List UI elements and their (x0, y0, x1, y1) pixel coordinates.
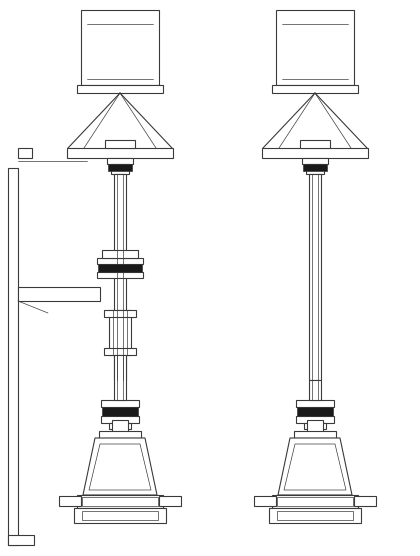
Bar (67, 148, 173, 158)
Bar (159, 496, 181, 506)
Bar (303, 164, 327, 171)
Bar (97, 272, 143, 278)
Bar (302, 158, 328, 164)
Bar (102, 250, 138, 258)
Bar (309, 380, 321, 400)
Bar (99, 431, 141, 438)
Bar (98, 264, 142, 272)
Bar (277, 511, 353, 520)
Bar (272, 85, 358, 93)
Bar (269, 508, 361, 523)
Bar (101, 400, 139, 407)
Bar (77, 495, 163, 508)
Bar (277, 497, 353, 506)
Bar (294, 431, 336, 438)
Bar (114, 174, 126, 380)
Bar (354, 496, 376, 506)
Bar (101, 416, 139, 423)
Bar (18, 287, 100, 301)
Bar (111, 164, 129, 174)
Bar (8, 535, 34, 545)
Bar (113, 429, 127, 445)
Bar (306, 164, 324, 174)
Bar (272, 495, 358, 508)
Bar (109, 423, 131, 429)
Bar (102, 407, 138, 416)
Bar (304, 423, 326, 429)
Bar (297, 407, 333, 416)
Bar (82, 497, 158, 506)
Bar (309, 174, 321, 380)
Bar (276, 10, 354, 85)
Bar (82, 511, 158, 520)
Polygon shape (83, 438, 157, 495)
Bar (108, 164, 132, 171)
Bar (8, 168, 18, 545)
Bar (104, 348, 136, 355)
Bar (296, 400, 334, 407)
Bar (114, 355, 126, 400)
Bar (107, 158, 133, 164)
Bar (296, 416, 334, 423)
Bar (112, 420, 128, 438)
Bar (254, 496, 276, 506)
Bar (105, 140, 135, 148)
Bar (104, 310, 136, 317)
Bar (77, 85, 163, 93)
Bar (308, 429, 322, 445)
Bar (262, 148, 368, 158)
Bar (300, 140, 330, 148)
Bar (97, 258, 143, 264)
Bar (109, 310, 131, 355)
Bar (74, 508, 166, 523)
Bar (59, 496, 81, 506)
Bar (18, 148, 32, 158)
Polygon shape (278, 438, 352, 495)
Bar (81, 10, 159, 85)
Bar (307, 420, 323, 438)
